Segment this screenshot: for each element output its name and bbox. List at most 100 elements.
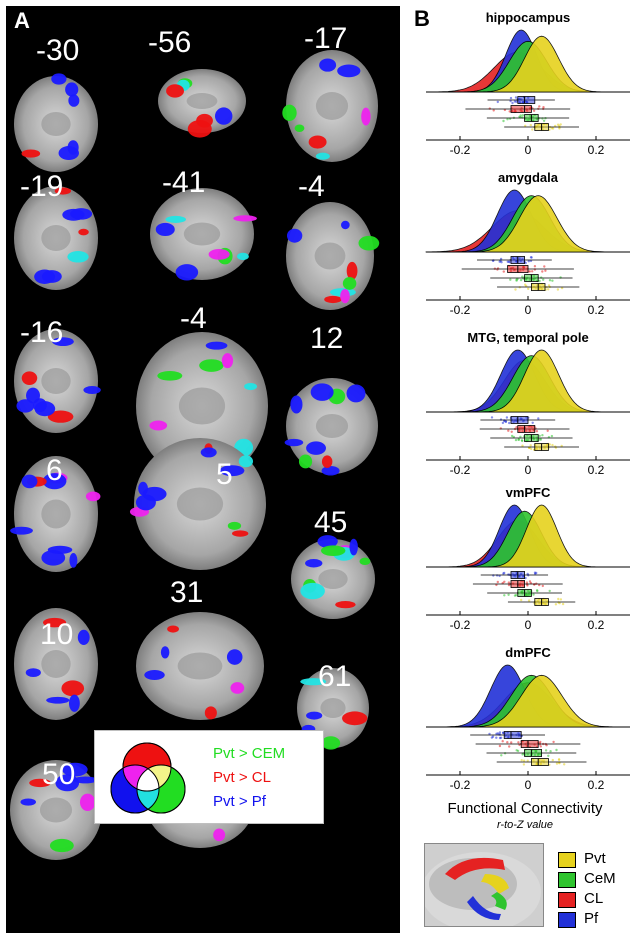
- data-point: [548, 589, 551, 593]
- data-point: [515, 426, 518, 429]
- data-point: [561, 602, 565, 606]
- data-point: [555, 762, 559, 765]
- data-point: [534, 572, 537, 575]
- data-point: [538, 583, 541, 587]
- data-point: [496, 100, 499, 104]
- data-point: [529, 444, 532, 447]
- data-point: [558, 602, 561, 605]
- data-point: [537, 417, 540, 420]
- data-point: [503, 594, 506, 597]
- brain-map-panel: A -30-56-17-19-41-4-16-41265451031615048…: [6, 6, 400, 933]
- data-point: [528, 580, 532, 583]
- data-point: [539, 740, 542, 744]
- data-point: [549, 750, 552, 753]
- data-point: [495, 736, 498, 739]
- chart-title: MTG, temporal pole: [467, 330, 589, 345]
- legend-label: Pvt: [584, 850, 606, 867]
- venn-diagram: [110, 742, 186, 814]
- density-pvt: [426, 195, 630, 253]
- data-point: [495, 732, 498, 735]
- legend-pvt-cem: Pvt > CEM: [213, 745, 286, 762]
- data-point: [498, 744, 502, 748]
- data-point: [499, 257, 503, 261]
- data-point: [547, 754, 550, 757]
- thalamus-nuclei-illustration: [424, 843, 544, 927]
- data-point: [557, 758, 561, 761]
- data-point: [516, 749, 520, 753]
- slice-coordinate-label: 10: [40, 618, 74, 651]
- data-point: [496, 580, 499, 584]
- brain-slice: [284, 378, 378, 476]
- density-pvt: [426, 349, 630, 413]
- data-point: [520, 598, 523, 602]
- slice-coordinate-label: -4: [180, 302, 207, 335]
- data-point: [532, 593, 535, 596]
- data-point: [533, 265, 537, 268]
- data-point: [538, 279, 541, 283]
- data-point: [495, 574, 499, 577]
- x-tick-label: -0.2: [449, 778, 471, 792]
- data-point: [529, 123, 532, 127]
- data-point: [519, 278, 523, 282]
- brain-slice: [14, 329, 101, 433]
- chart-title: amygdala: [498, 170, 558, 185]
- data-point: [551, 279, 554, 282]
- data-point: [559, 598, 563, 601]
- brain-slice: [158, 69, 246, 138]
- data-point: [543, 265, 546, 268]
- data-point: [548, 279, 552, 282]
- data-point: [547, 288, 550, 291]
- slice-coordinate-label: 50: [42, 758, 76, 791]
- data-point: [509, 278, 512, 281]
- legend-pvt-cl: Pvt > CL: [213, 769, 271, 786]
- box-cem: [524, 749, 542, 757]
- legend-swatch: [558, 852, 576, 868]
- slice-coordinate-label: -19: [20, 170, 64, 203]
- data-point: [526, 572, 529, 576]
- data-point: [531, 128, 534, 131]
- box-pvt: [531, 758, 549, 766]
- density-pvt: [426, 674, 630, 728]
- legend-swatch: [558, 892, 576, 908]
- brain-slice: [282, 50, 378, 162]
- data-point: [510, 430, 513, 433]
- data-point: [506, 260, 509, 263]
- slice-coordinate-label: -30: [36, 34, 80, 67]
- brain-slice: [136, 612, 264, 720]
- data-point: [535, 430, 539, 433]
- data-point: [527, 287, 530, 290]
- data-point: [510, 741, 513, 744]
- data-point: [488, 732, 491, 736]
- data-point: [515, 100, 518, 104]
- data-point: [507, 429, 510, 432]
- panel-a-letter: A: [14, 8, 30, 33]
- data-point: [551, 127, 555, 130]
- slice-coordinate-label: 61: [318, 660, 352, 693]
- brain-slice: [129, 438, 266, 570]
- legend-swatch: [558, 872, 576, 888]
- chart-panel: [426, 29, 630, 141]
- data-point: [519, 114, 522, 117]
- data-point: [526, 759, 529, 762]
- data-point: [546, 429, 549, 432]
- x-tick-label: -0.2: [449, 303, 471, 317]
- data-point: [502, 119, 505, 123]
- data-point: [542, 119, 546, 123]
- data-point: [505, 416, 509, 419]
- slice-coordinate-label: -17: [304, 22, 348, 55]
- data-point: [508, 110, 511, 113]
- data-point: [519, 435, 522, 438]
- legend-label: CL: [584, 890, 604, 907]
- brain-slice: [297, 668, 369, 750]
- data-point: [526, 584, 529, 587]
- data-point: [532, 583, 536, 586]
- density-pvt: [426, 35, 630, 93]
- data-point: [538, 434, 541, 438]
- panel-b-letter: B: [414, 6, 430, 31]
- brain-slice: [291, 535, 375, 619]
- slice-coordinate-label: 5: [216, 458, 233, 491]
- brain-slice: [14, 73, 98, 172]
- data-point: [503, 571, 506, 575]
- slice-coordinate-label: -4: [298, 170, 325, 203]
- data-point: [517, 438, 521, 441]
